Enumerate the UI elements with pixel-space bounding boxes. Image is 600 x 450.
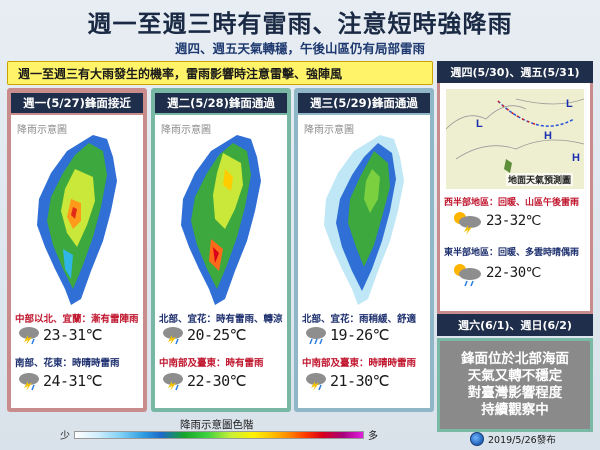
page-subtitle: 週四、週五天氣轉穩，午後山區仍有局部雷雨	[174, 41, 425, 56]
footer: 2019/5/26發布	[470, 432, 556, 446]
cloud-thunder-rain-icon	[163, 327, 183, 345]
temperature-north: 19-26℃	[330, 326, 390, 344]
day-body: 降雨示意圖 中部以北、宜蘭：漸有雷陣雨 23-31℃ 南部、花東：時晴時雷雨 2…	[11, 115, 143, 408]
warning-banner: 週一至週三有大雨發生的機率，雷雨影響時注意雷擊、強陣風	[7, 61, 433, 85]
forecast-line-north: 北部、宜花：時有雷雨、轉涼	[159, 314, 283, 325]
svg-text:H: H	[544, 130, 552, 142]
map-label: 降雨示意圖	[17, 125, 67, 136]
temperature-north: 23-31℃	[43, 326, 103, 344]
page-title: 週一至週三時有雷雨、注意短時強降雨	[87, 10, 513, 38]
legend-color-bar	[74, 431, 364, 439]
weekend-note: 鋒面位於北部海面 天氣又轉不穩定 對臺灣影響程度 持續觀察中	[437, 338, 593, 432]
note-line: 對臺灣影響程度	[467, 385, 563, 401]
rain-legend: 降雨示意圖色階 少 多	[60, 417, 390, 447]
note-line: 鋒面位於北部海面	[461, 351, 569, 367]
svg-text:L: L	[476, 118, 483, 130]
sun-cloud-thunder-icon	[454, 212, 481, 235]
day-header: 週二(5/28)鋒面通過	[155, 93, 287, 113]
forecast-line-south: 南部、花東：時晴時雷雨	[15, 358, 120, 369]
sun-cloud-rain-icon	[454, 264, 481, 287]
note-line: 天氣又轉不穩定	[467, 368, 563, 384]
thu-fri-header: 週四(5/30)、週五(5/31)	[437, 61, 593, 83]
day-body: 降雨示意圖 北部、宜花：雨稍緩、舒適 19-26℃ 中南部及臺東：時晴時雷雨 2…	[298, 115, 430, 408]
legend-max-label: 多	[368, 431, 378, 442]
day-panel-tuesday: 週二(5/28)鋒面通過 降雨示意圖 北部、宜花：時有雷雨、轉涼 20-25℃ …	[151, 88, 291, 412]
isobar-chart: L H H L	[446, 89, 584, 189]
map-label: 降雨示意圖	[161, 125, 211, 136]
day-body: 降雨示意圖 北部、宜花：時有雷雨、轉涼 20-25℃ 中南部及臺東：時有雷雨 2…	[155, 115, 287, 408]
svg-text:H: H	[572, 152, 580, 164]
forecast-line-south: 中南部及臺東：時晴時雷雨	[302, 358, 417, 369]
map-label: 降雨示意圖	[304, 125, 354, 136]
temperature-south: 22-30℃	[187, 372, 247, 390]
forecast-line-south: 中南部及臺東：時有雷雨	[159, 358, 264, 369]
day-header: 週三(5/29)鋒面通過	[298, 93, 430, 113]
cloud-thunder-rain-icon	[163, 373, 183, 391]
map-caption: 地面天氣預測圖	[506, 173, 574, 186]
publish-date: 2019/5/26發布	[488, 435, 556, 446]
west-temperature: 23-32℃	[486, 213, 541, 229]
cloud-thunder-rain-icon	[306, 373, 326, 391]
east-region-label: 東半部地區：回暖、多雲時晴偶雨	[444, 248, 580, 258]
weekend-header: 週六(6/1)、週日(6/2)	[437, 314, 593, 336]
surface-weather-map: L H H L 地面天氣預測圖	[446, 89, 584, 189]
thu-fri-box: L H H L 地面天氣預測圖 西半部地區：回暖、山區午後雷雨 23-32℃ 東…	[437, 83, 593, 314]
forecast-line-north: 北部、宜花：雨稍緩、舒適	[302, 314, 417, 325]
day-header: 週一(5/27)鋒面接近	[11, 93, 143, 113]
legend-title: 降雨示意圖色階	[180, 419, 254, 431]
cloud-thunder-rain-icon	[19, 327, 39, 345]
forecast-line-north: 中部以北、宜蘭：漸有雷陣雨	[15, 314, 139, 325]
temperature-south: 24-31℃	[43, 372, 103, 390]
temperature-north: 20-25℃	[187, 326, 247, 344]
east-temperature: 22-30℃	[486, 265, 541, 281]
cloud-rain-icon	[306, 327, 326, 345]
rain-map-taiwan	[37, 135, 117, 305]
temperature-south: 21-30℃	[330, 372, 390, 390]
rain-map-taiwan	[181, 135, 261, 305]
day-panel-monday: 週一(5/27)鋒面接近 降雨示意圖 中部以北、宜蘭：漸有雷陣雨 23-31℃ …	[7, 88, 147, 412]
cwb-logo-icon	[470, 432, 484, 446]
day-panel-wednesday: 週三(5/29)鋒面通過 降雨示意圖 北部、宜花：雨稍緩、舒適 19-26℃ 中…	[294, 88, 434, 412]
note-line: 持續觀察中	[481, 402, 549, 418]
legend-min-label: 少	[60, 431, 70, 442]
svg-text:L: L	[566, 98, 573, 110]
cloud-thunder-rain-icon	[19, 373, 39, 391]
rain-map-taiwan	[324, 135, 404, 305]
west-region-label: 西半部地區：回暖、山區午後雷雨	[444, 198, 580, 208]
